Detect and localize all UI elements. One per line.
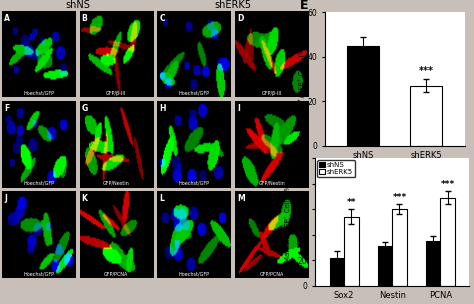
Text: N: N <box>284 145 295 158</box>
Text: ***: *** <box>440 180 455 189</box>
Text: Hoechst/GFP: Hoechst/GFP <box>179 91 210 96</box>
Text: Hoechst/GFP: Hoechst/GFP <box>23 181 55 186</box>
Text: I: I <box>237 104 240 113</box>
Text: Hoechst/GFP: Hoechst/GFP <box>23 271 55 276</box>
Y-axis label: β-III⁺/GFP⁺ Cells (%): β-III⁺/GFP⁺ Cells (%) <box>299 44 306 114</box>
Text: M: M <box>237 194 245 203</box>
Bar <box>347 46 379 146</box>
Bar <box>426 241 440 286</box>
Text: K: K <box>82 194 88 203</box>
Y-axis label: Marker⁺/GFP⁺ Cells (%): Marker⁺/GFP⁺ Cells (%) <box>284 181 292 262</box>
Bar <box>440 198 455 286</box>
Text: GFP/β-III: GFP/β-III <box>262 91 282 96</box>
Text: GFP/PCNA: GFP/PCNA <box>104 271 128 276</box>
Text: ***: *** <box>392 193 407 202</box>
Text: GFP/β-III: GFP/β-III <box>106 91 127 96</box>
Text: L: L <box>159 194 164 203</box>
Text: B: B <box>82 14 88 22</box>
Text: GFP/Nestin: GFP/Nestin <box>258 181 285 186</box>
Text: shNS: shNS <box>65 0 90 9</box>
Text: F: F <box>4 104 9 113</box>
Text: Hoechst/GFP: Hoechst/GFP <box>179 271 210 276</box>
Text: **: ** <box>346 198 356 207</box>
Bar <box>378 246 392 286</box>
Text: A: A <box>4 14 10 22</box>
Text: shERK5: shERK5 <box>214 0 251 9</box>
Text: Hoechst/GFP: Hoechst/GFP <box>23 91 55 96</box>
Bar <box>410 86 442 146</box>
Bar <box>329 258 344 286</box>
Text: ***: *** <box>419 66 434 76</box>
Text: J: J <box>4 194 7 203</box>
Text: D: D <box>237 14 243 22</box>
Text: C: C <box>159 14 165 22</box>
Bar <box>344 217 358 286</box>
Text: E: E <box>300 0 308 12</box>
Legend: shNS, shERK5: shNS, shERK5 <box>317 160 355 177</box>
Bar <box>392 209 407 286</box>
Text: H: H <box>159 104 166 113</box>
Text: Hoechst/GFP: Hoechst/GFP <box>179 181 210 186</box>
Text: GFP/PCNA: GFP/PCNA <box>259 271 284 276</box>
Text: G: G <box>82 104 88 113</box>
Text: GFP/Nestin: GFP/Nestin <box>103 181 130 186</box>
